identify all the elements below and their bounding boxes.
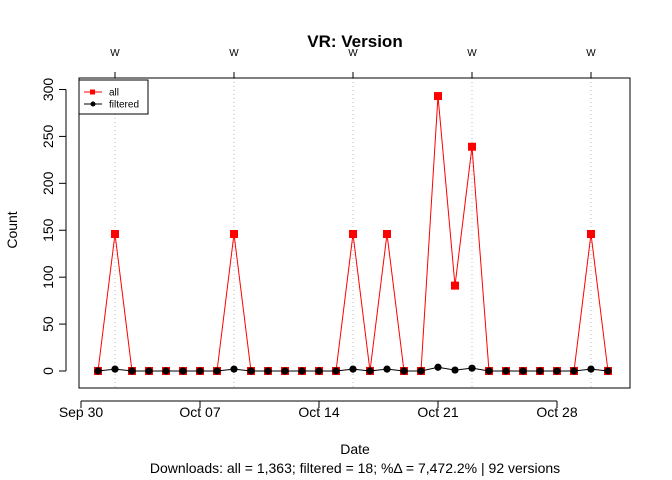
point-filtered bbox=[315, 367, 323, 375]
point-filtered bbox=[111, 365, 119, 373]
point-filtered bbox=[417, 367, 425, 375]
weekend-label: W bbox=[348, 48, 358, 59]
point-filtered bbox=[349, 365, 357, 373]
point-filtered bbox=[570, 367, 578, 375]
y-tick-label: 150 bbox=[40, 218, 56, 242]
y-axis-label: Count bbox=[4, 211, 20, 248]
x-tick-label: Sep 30 bbox=[59, 404, 104, 420]
y-tick-label: 50 bbox=[40, 316, 56, 332]
point-filtered bbox=[485, 367, 493, 375]
point-all bbox=[434, 92, 442, 101]
point-filtered bbox=[383, 365, 391, 373]
point-all bbox=[587, 230, 595, 239]
point-all bbox=[111, 230, 119, 239]
downloads-caption: Downloads: all = 1,363; filtered = 18; %… bbox=[150, 460, 560, 476]
series-filtered bbox=[94, 363, 612, 375]
point-filtered bbox=[434, 363, 442, 371]
point-filtered bbox=[264, 367, 272, 375]
point-filtered bbox=[145, 367, 153, 375]
point-filtered bbox=[298, 367, 306, 375]
x-axis-label: Date bbox=[340, 441, 370, 457]
point-filtered bbox=[400, 367, 408, 375]
point-filtered bbox=[451, 366, 459, 374]
point-all bbox=[383, 230, 391, 239]
point-filtered bbox=[366, 367, 374, 375]
y-tick-label: 100 bbox=[40, 265, 56, 289]
y-tick-label: 200 bbox=[40, 171, 56, 195]
point-filtered bbox=[553, 367, 561, 375]
point-filtered bbox=[162, 367, 170, 375]
x-tick-label: Oct 07 bbox=[179, 404, 220, 420]
weekend-label: W bbox=[110, 48, 120, 59]
legend-label-filtered: filtered bbox=[109, 100, 139, 111]
point-all bbox=[349, 230, 357, 239]
point-filtered bbox=[332, 367, 340, 375]
point-filtered bbox=[281, 367, 289, 375]
x-tick-label: Oct 21 bbox=[417, 404, 458, 420]
point-filtered bbox=[468, 364, 476, 372]
x-tick-label: Oct 28 bbox=[536, 404, 577, 420]
point-filtered bbox=[247, 367, 255, 375]
point-filtered bbox=[230, 365, 238, 373]
legend-marker-filtered bbox=[90, 101, 96, 107]
point-filtered bbox=[604, 367, 612, 375]
y-tick-label: 250 bbox=[40, 125, 56, 149]
point-filtered bbox=[196, 367, 204, 375]
point-all bbox=[451, 281, 459, 290]
legend-box bbox=[78, 79, 149, 115]
weekend-label: W bbox=[467, 48, 477, 59]
point-all bbox=[230, 230, 238, 239]
y-tick-label: 0 bbox=[40, 367, 56, 375]
point-filtered bbox=[587, 365, 595, 373]
point-filtered bbox=[502, 367, 510, 375]
point-all bbox=[468, 142, 476, 151]
plot-frame bbox=[78, 77, 631, 389]
y-tick-label: 300 bbox=[40, 78, 56, 102]
point-filtered bbox=[536, 367, 544, 375]
weekend-label: W bbox=[229, 48, 239, 59]
point-filtered bbox=[179, 367, 187, 375]
chart-title: VR: Version bbox=[307, 32, 402, 51]
series-layer bbox=[94, 92, 612, 375]
point-filtered bbox=[94, 367, 102, 375]
point-filtered bbox=[519, 367, 527, 375]
point-filtered bbox=[213, 367, 221, 375]
legend-marker-all bbox=[90, 89, 95, 95]
legend-label-all: all bbox=[109, 88, 119, 99]
y-axis: 0 50 100 150 200 250 300 bbox=[40, 78, 67, 375]
point-filtered bbox=[128, 367, 136, 375]
x-axis: Sep 30 Oct 07 Oct 14 Oct 21 Oct 28 bbox=[59, 400, 578, 420]
x-tick-label: Oct 14 bbox=[298, 404, 339, 420]
weekend-label: W bbox=[586, 48, 596, 59]
